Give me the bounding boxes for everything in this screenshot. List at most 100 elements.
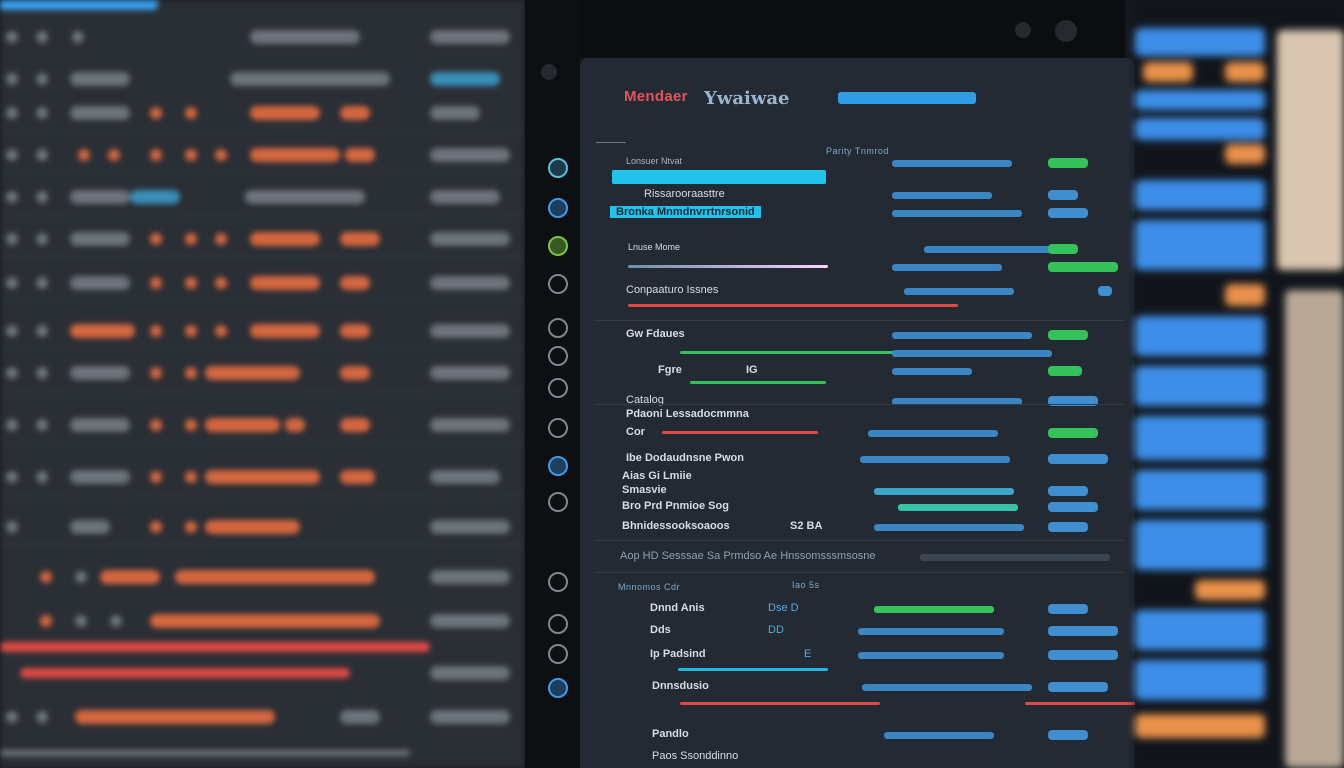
settings-icon[interactable] — [548, 492, 568, 512]
right-monitor-block — [1135, 366, 1265, 406]
cloud-icon[interactable] — [548, 378, 568, 398]
row-label: Dnnsdusio — [652, 680, 709, 692]
monitor-bezel-top — [525, 0, 1125, 58]
leaf-icon[interactable] — [548, 236, 568, 256]
row-value-bar — [924, 246, 1054, 253]
list-item[interactable]: Ip Padsind E — [604, 646, 1124, 664]
list-item[interactable]: Aias Gi Lmiie — [604, 468, 1124, 486]
row-value-bar — [868, 430, 998, 437]
globe-icon[interactable] — [548, 158, 568, 178]
gear-icon[interactable] — [548, 318, 568, 338]
row-code: Dse D — [768, 602, 799, 614]
refresh-icon[interactable] — [548, 346, 568, 366]
progress-bar-red — [662, 431, 818, 434]
lock-icon[interactable] — [548, 614, 568, 634]
status-indicator — [1048, 330, 1088, 340]
row-value-bar — [892, 210, 1022, 217]
row-value-bar — [892, 160, 1012, 167]
status-indicator — [1048, 190, 1078, 200]
banner-row: Aop HD Sesssae Sa Prmdso Ae Hnssomsssmso… — [604, 548, 1124, 566]
right-monitor-block — [1135, 316, 1265, 356]
progress-row — [604, 378, 1124, 396]
progress-bar-red — [1025, 702, 1135, 705]
left-monitor-tab-indicator — [0, 0, 158, 10]
user-icon[interactable] — [548, 678, 568, 698]
row-label: Pandlo — [652, 728, 689, 740]
right-monitor-block — [1135, 610, 1265, 650]
progress-row — [604, 298, 1124, 316]
right-monitor-block — [1143, 62, 1193, 82]
row-label: Bro Prd Pnmioe Sog — [622, 500, 729, 512]
status-indicator — [1048, 486, 1088, 496]
left-row — [0, 138, 525, 174]
left-row — [0, 96, 525, 132]
list-item[interactable]: Bhnidessooksoaoos S2 BA — [604, 518, 1124, 536]
divider — [594, 320, 1124, 321]
row-label: Ibe Dodaudnsne Pwon — [626, 452, 744, 464]
row-label: Cor — [626, 426, 645, 438]
progress-bar-red — [680, 702, 880, 705]
progress-bar-cyan — [678, 668, 828, 671]
chat-icon[interactable] — [548, 456, 568, 476]
circle-icon[interactable] — [548, 198, 568, 218]
status-indicator — [1048, 650, 1118, 660]
globe-icon[interactable] — [548, 418, 568, 438]
row-label: Bronka Mnmdnvrrtnrsonid — [610, 206, 761, 218]
divider — [594, 572, 1124, 573]
list-item[interactable]: Dds DD — [604, 622, 1124, 640]
list-item[interactable]: Lnuse Mome — [604, 240, 1124, 258]
right-monitor-block — [1135, 220, 1265, 270]
row-value-bar — [874, 524, 1024, 531]
right-monitor-block — [1135, 118, 1265, 140]
left-row — [0, 356, 525, 392]
row-value-bar — [860, 456, 1010, 463]
list-item[interactable]: Pandlo — [604, 726, 1124, 744]
list-item[interactable]: Dnnsdusio — [604, 678, 1124, 696]
list-item[interactable]: Cor — [604, 424, 1124, 442]
list-item[interactable]: Paos Ssonddinno — [604, 748, 1124, 766]
world-icon[interactable] — [548, 572, 568, 592]
list-item[interactable]: Dnnd Anis Dse D — [604, 600, 1124, 618]
list-item[interactable]: Conpaaturo Issnes — [604, 282, 1124, 300]
chart-icon[interactable] — [548, 644, 568, 664]
right-monitor-block — [1225, 144, 1265, 164]
status-indicator — [1048, 502, 1098, 512]
list-item[interactable]: Ibe Dodaudnsne Pwon — [604, 450, 1124, 468]
progress-bar — [628, 265, 828, 268]
app-title: Mendaer — [624, 88, 688, 105]
left-row — [0, 560, 525, 596]
list-item[interactable]: Catalog — [604, 392, 1124, 410]
wall-panel — [1285, 290, 1344, 768]
status-indicator — [1048, 730, 1088, 740]
status-indicator — [1048, 454, 1108, 464]
status-badge: S2 BA — [790, 520, 823, 532]
list-item[interactable]: Lonsuer Ntvat — [604, 154, 1124, 172]
section-header: Mnnomos Cdr — [618, 582, 681, 592]
webcam-lens — [1055, 20, 1077, 42]
list-item-selected[interactable]: Bronka Mnmdnvrrtnrsonid — [604, 204, 1124, 222]
row-label: Paos Ssonddinno — [652, 750, 739, 762]
right-monitor-block — [1135, 416, 1265, 460]
right-monitor-block — [1135, 28, 1265, 56]
row-value-bar — [920, 554, 1110, 561]
progress-row — [604, 258, 1124, 276]
progress-row — [604, 344, 1124, 362]
row-code: E — [804, 648, 812, 660]
status-indicator — [1048, 244, 1078, 254]
row-label: Aias Gi Lmiie — [622, 470, 692, 482]
right-monitor-block — [1225, 284, 1265, 306]
progress-row — [604, 662, 1124, 680]
clock-icon[interactable] — [548, 274, 568, 294]
left-row — [0, 460, 525, 496]
row-label: Catalog — [626, 394, 664, 406]
list-item[interactable]: Bro Prd Pnmioe Sog — [604, 498, 1124, 516]
wall-panel — [1277, 30, 1344, 270]
row-label: Gw Fdaues — [626, 328, 685, 340]
list-item[interactable]: Fgre IG — [604, 362, 1124, 380]
highlight-bar — [612, 170, 826, 184]
progress-bar-green — [690, 381, 826, 384]
list-item[interactable]: Pdaoni Lessadocmmna — [604, 406, 1124, 424]
list-item[interactable]: Gw Fdaues — [604, 326, 1124, 344]
list-item[interactable]: Rissarooraasttre — [604, 186, 1124, 204]
list-item[interactable]: Smasvie — [604, 482, 1124, 500]
